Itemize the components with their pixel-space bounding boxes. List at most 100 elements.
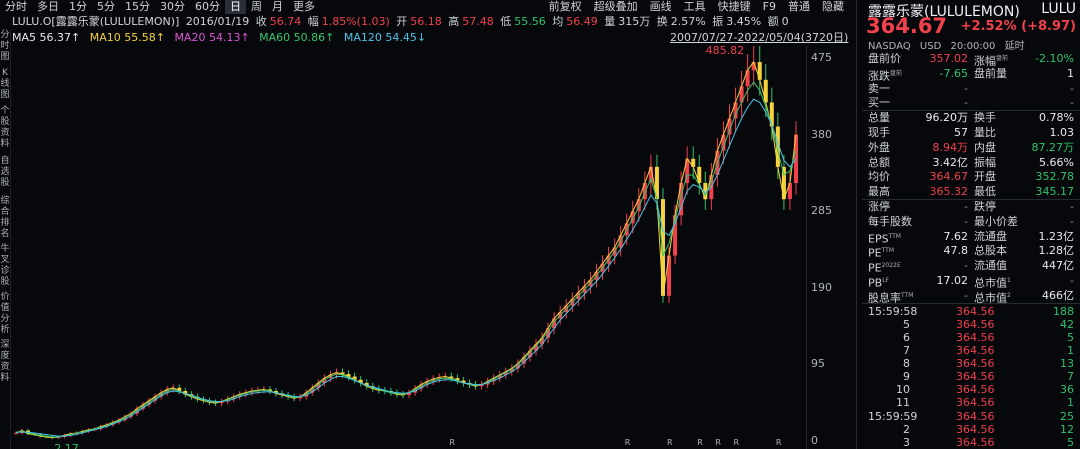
candle-body: [679, 183, 684, 216]
candle-body: [358, 379, 363, 383]
tick-price: 364.56: [956, 435, 995, 449]
quote-label-2-text: 内盘: [974, 140, 996, 154]
drawing-button[interactable]: 画线: [649, 0, 672, 13]
avg-label: 均: [552, 15, 564, 28]
quote-value-2: 87.27万: [1031, 140, 1075, 154]
quote-row: 每手股数 - 最小价差 -: [862, 214, 1080, 229]
rail-intraday[interactable]: 分时图: [0, 30, 10, 62]
tick-price: 364.56: [956, 383, 995, 397]
tick-time: 8: [903, 357, 910, 371]
quote-row: 买一 - -: [862, 95, 1080, 110]
price-axis-tick: 475: [811, 51, 832, 65]
period-day[interactable]: 日: [225, 0, 246, 14]
rail-profile[interactable]: 个股资料: [0, 106, 10, 149]
adjustment-marker: R: [449, 438, 455, 447]
quote-label: PE2022E: [868, 258, 901, 276]
quote-label: 现手: [868, 125, 890, 140]
quote-label-2-text: 总市值: [974, 276, 1007, 290]
shortcuts-button[interactable]: 快捷键: [717, 0, 751, 13]
candle-body: [745, 70, 750, 87]
candle-body: [491, 378, 496, 382]
rail-deep-data[interactable]: 深度资料: [0, 340, 10, 383]
tick-volume: 5: [1067, 330, 1074, 344]
period-5min[interactable]: 5分: [97, 0, 115, 13]
f9-button[interactable]: F9: [762, 0, 776, 13]
candle-body: [552, 318, 557, 329]
tick-price: 364.56: [956, 396, 995, 410]
quote-value: -7.65: [939, 66, 968, 80]
quote-label-2: 内盘: [974, 140, 996, 155]
tick-volume: 42: [1060, 317, 1074, 331]
tick-volume: 1: [1067, 343, 1074, 357]
quote-value-2: 447亿: [1042, 259, 1074, 273]
tick-time: 10: [896, 383, 910, 397]
candle-body: [527, 350, 532, 358]
tick-row: 2 364.56 12: [862, 423, 1080, 438]
close-label: 收: [255, 15, 267, 28]
tick-volume: 13: [1060, 357, 1074, 371]
candle-body: [219, 401, 224, 404]
quote-value: 3.42亿: [932, 155, 969, 169]
period-week[interactable]: 周: [251, 0, 262, 13]
candle-body: [721, 134, 726, 151]
adjustment-marker: R: [734, 438, 740, 447]
quote-label-2: 总市值1: [974, 273, 1011, 291]
super-overlay-button[interactable]: 超级叠加: [593, 0, 638, 13]
candle-body: [298, 396, 303, 399]
rail-kline[interactable]: K线图: [0, 68, 10, 100]
quote-label-text: PE: [868, 261, 882, 275]
candle-body: [479, 384, 484, 387]
tick-price: 364.56: [956, 370, 995, 384]
quote-label-text: 买一: [868, 96, 890, 110]
adjust-forward-button[interactable]: 前复权: [548, 0, 582, 13]
tools-button[interactable]: 工具: [683, 0, 706, 13]
quote-label-2: 最小价差: [974, 214, 1018, 229]
period-60min[interactable]: 60分: [195, 0, 220, 13]
quote-label-2: 总市值2: [974, 288, 1011, 306]
quote-value: -: [964, 288, 968, 302]
kline-chart[interactable]: 485.82 2.17 R R R R R R R: [12, 46, 806, 449]
candle-body: [642, 183, 647, 200]
quote-label-2: 换手: [974, 110, 996, 125]
period-15min[interactable]: 15分: [125, 0, 150, 13]
candle-body: [763, 79, 768, 103]
tick-price: 364.56: [956, 304, 995, 318]
period-1min[interactable]: 1分: [69, 0, 87, 13]
bar-date: 2016/01/19: [185, 15, 250, 28]
tick-row: 7 364.56 1: [862, 344, 1080, 359]
period-month[interactable]: 月: [272, 0, 283, 13]
tick-price: 364.56: [956, 343, 995, 357]
rail-watchlist[interactable]: 自选股: [0, 156, 10, 188]
quote-label-2-sup: 盘前: [996, 55, 1009, 62]
quote-row: PETTM 47.8 总股本 1.28亿: [862, 243, 1080, 261]
candle-body: [781, 166, 786, 200]
rail-diagnosis[interactable]: 牛叉诊股: [0, 244, 10, 287]
quote-label: PETTM: [868, 243, 894, 261]
ma5-legend: MA5 56.37↑: [12, 31, 81, 44]
panel-divider: [856, 0, 857, 449]
open-value: 56.18: [410, 15, 442, 28]
rail-ranking[interactable]: 综合排名: [0, 196, 10, 239]
candle-body: [461, 380, 466, 383]
date-range-selector[interactable]: 2007/07/27-2022/05/04(3720日): [670, 31, 849, 44]
candle-body: [449, 376, 454, 379]
quote-label-sup: 盘前: [890, 69, 903, 77]
rail-value[interactable]: 价值分析: [0, 292, 10, 335]
bar-info-line: LULU.O[露露乐蒙(LULULEMON)] 2016/01/19 收 56.7…: [12, 15, 792, 29]
period-intraday[interactable]: 分时: [5, 0, 27, 13]
quote-row: 盘前价 357.02 涨幅盘前 -2.10%: [862, 51, 1080, 68]
price-axis-tick: 380: [811, 127, 832, 141]
period-more[interactable]: 更多: [293, 0, 315, 13]
period-multiday[interactable]: 多日: [37, 0, 59, 13]
quote-value-2: -: [1070, 81, 1074, 95]
normal-mode-button[interactable]: 普通: [788, 0, 810, 13]
amount-value: 0: [781, 15, 789, 28]
tick-row: 15:59:58 364.56 188: [862, 305, 1080, 320]
quote-label-text: PB: [868, 276, 883, 290]
hide-button[interactable]: 隐藏: [822, 0, 844, 13]
quote-label: 买一: [868, 95, 890, 110]
tick-volume: 25: [1060, 409, 1074, 423]
period-30min[interactable]: 30分: [160, 0, 185, 13]
quote-value: -: [964, 81, 968, 95]
quote-label-text: 盘前价: [868, 52, 901, 65]
